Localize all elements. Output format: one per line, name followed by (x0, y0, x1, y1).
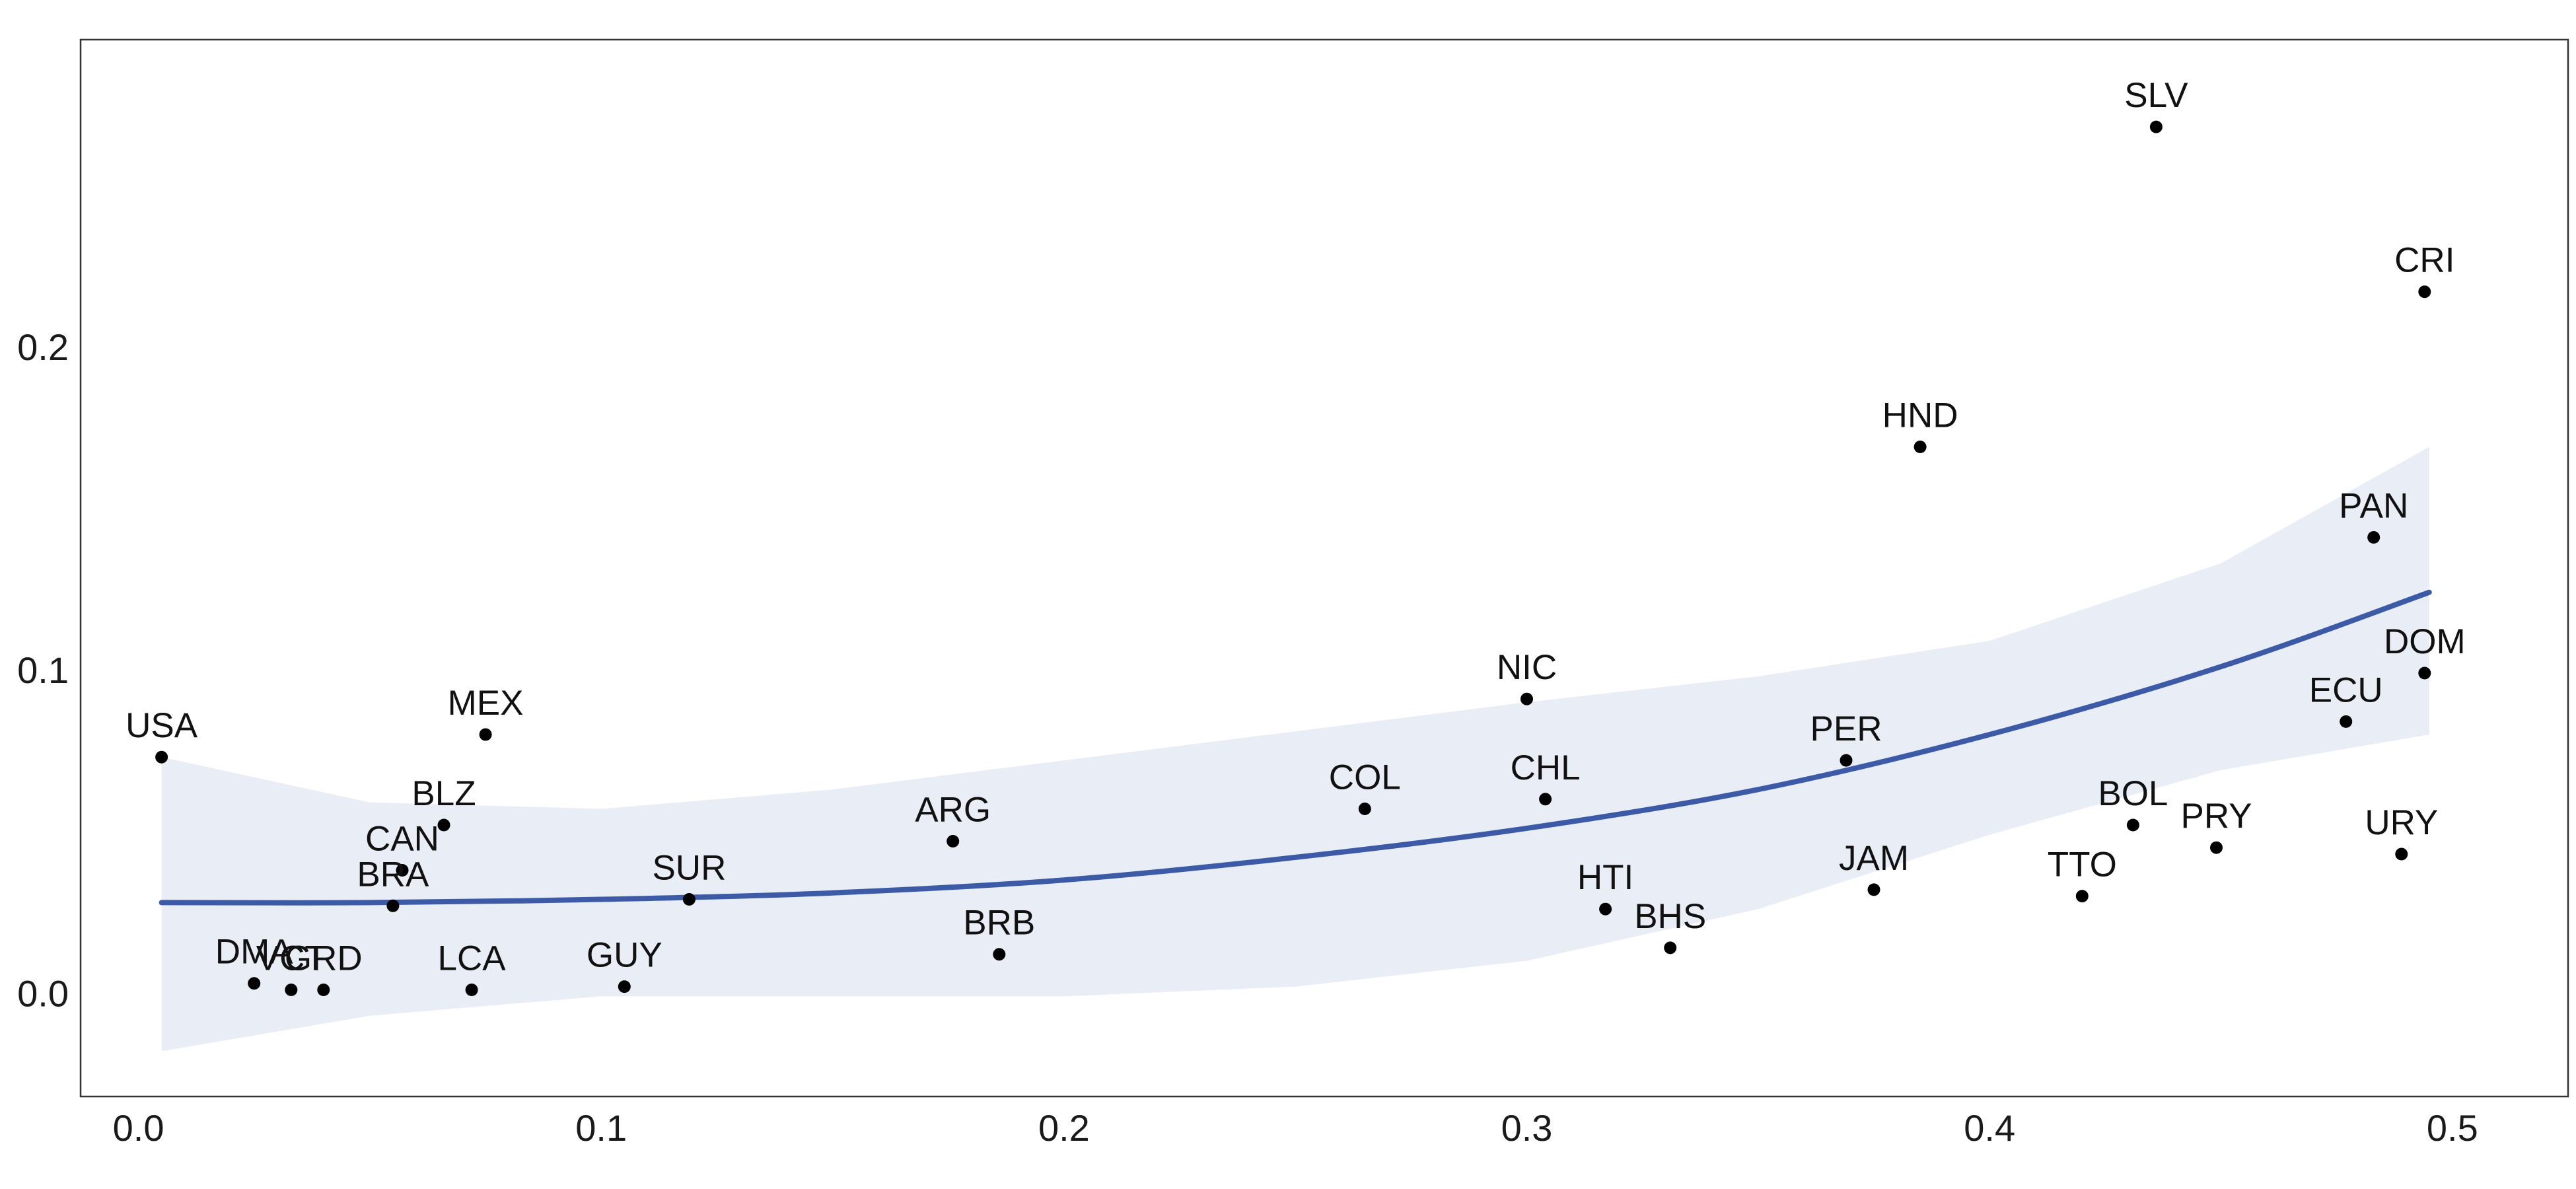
data-point-hnd (1914, 441, 1927, 453)
fit-line-layer (159, 589, 2432, 906)
data-point-brb (993, 948, 1006, 961)
data-point-pry (2210, 841, 2223, 854)
data-point-dom (2418, 667, 2431, 680)
data-label-ecu: ECU (2309, 670, 2383, 709)
data-label-bol: BOL (2098, 774, 2168, 813)
data-point-bol (2126, 818, 2139, 832)
axis-layer: 0.0 0.1 0.2 0.3 0.4 0.5 0.0 0.1 0.2 (17, 326, 2478, 1149)
data-points-layer (155, 120, 2431, 996)
data-point-ecu (2340, 715, 2353, 728)
data-point-per (1840, 754, 1853, 767)
data-point-bra (386, 899, 400, 912)
data-point-chl (1539, 793, 1552, 806)
data-point-mex (479, 728, 492, 741)
data-label-arg: ARG (915, 791, 991, 830)
data-label-usa: USA (125, 706, 198, 745)
data-label-chl: CHL (1511, 748, 1581, 787)
data-label-vct: VCT (256, 939, 326, 978)
data-label-guy: GUY (587, 936, 662, 975)
x-tick-label: 0.2 (1038, 1107, 1090, 1149)
data-point-slv (2149, 120, 2163, 133)
y-tick-label: 0.0 (17, 972, 69, 1014)
y-tick-label: 0.1 (17, 649, 69, 691)
data-point-usa (155, 750, 168, 764)
data-point-blz (437, 818, 450, 832)
data-point-pan (2367, 531, 2380, 544)
x-tick-label: 0.5 (2427, 1107, 2478, 1149)
data-label-dma: DMA (215, 933, 293, 972)
data-point-hti (1599, 902, 1612, 916)
data-label-mex: MEX (448, 684, 524, 723)
data-label-can: CAN (365, 820, 439, 859)
data-label-slv: SLV (2124, 76, 2188, 115)
data-label-tto: TTO (2048, 846, 2117, 884)
data-label-hnd: HND (1882, 396, 1958, 435)
data-label-cri: CRI (2394, 241, 2454, 280)
data-point-ury (2395, 847, 2408, 861)
data-label-pry: PRY (2180, 797, 2252, 836)
data-point-sur (682, 893, 696, 906)
data-label-hti: HTI (1577, 858, 1633, 897)
x-tick-label: 0.1 (575, 1107, 627, 1149)
data-point-lca (465, 984, 478, 996)
data-label-nic: NIC (1497, 648, 1557, 687)
data-point-cri (2418, 285, 2431, 299)
data-point-arg (947, 835, 960, 847)
data-point-vct (285, 984, 298, 996)
confidence-band-layer (161, 447, 2429, 1052)
data-point-jam (1867, 883, 1880, 896)
data-label-brb: BRB (963, 904, 1035, 943)
y-tick-label: 0.2 (17, 326, 69, 368)
data-label-sur: SUR (652, 849, 726, 888)
plot-frame (79, 38, 2569, 1098)
data-label-ury: URY (2365, 803, 2438, 842)
x-tick-label: 0.4 (1964, 1107, 2015, 1149)
data-point-nic (1521, 692, 1533, 705)
data-point-col (1358, 803, 1371, 815)
data-label-bra: BRA (357, 855, 429, 894)
data-label-pan: PAN (2339, 487, 2408, 526)
data-label-blz: BLZ (411, 774, 476, 813)
data-label-dom: DOM (2384, 622, 2466, 661)
data-label-lca: LCA (438, 939, 507, 978)
fit-line (159, 589, 2432, 906)
x-tick-label: 0.0 (113, 1107, 164, 1149)
data-label-jam: JAM (1839, 839, 1909, 878)
data-point-can (396, 864, 409, 877)
data-label-col: COL (1329, 758, 1401, 797)
data-label-grd: GRD (285, 939, 363, 978)
data-point-dma (248, 977, 261, 990)
data-point-tto (2075, 890, 2089, 903)
data-label-bhs: BHS (1634, 897, 1706, 936)
x-tick-label: 0.3 (1501, 1107, 1553, 1149)
confidence-band (161, 447, 2429, 1052)
data-label-per: PER (1810, 709, 1882, 748)
data-point-grd (317, 984, 330, 996)
data-point-guy (618, 980, 631, 993)
data-point-bhs (1664, 941, 1677, 955)
